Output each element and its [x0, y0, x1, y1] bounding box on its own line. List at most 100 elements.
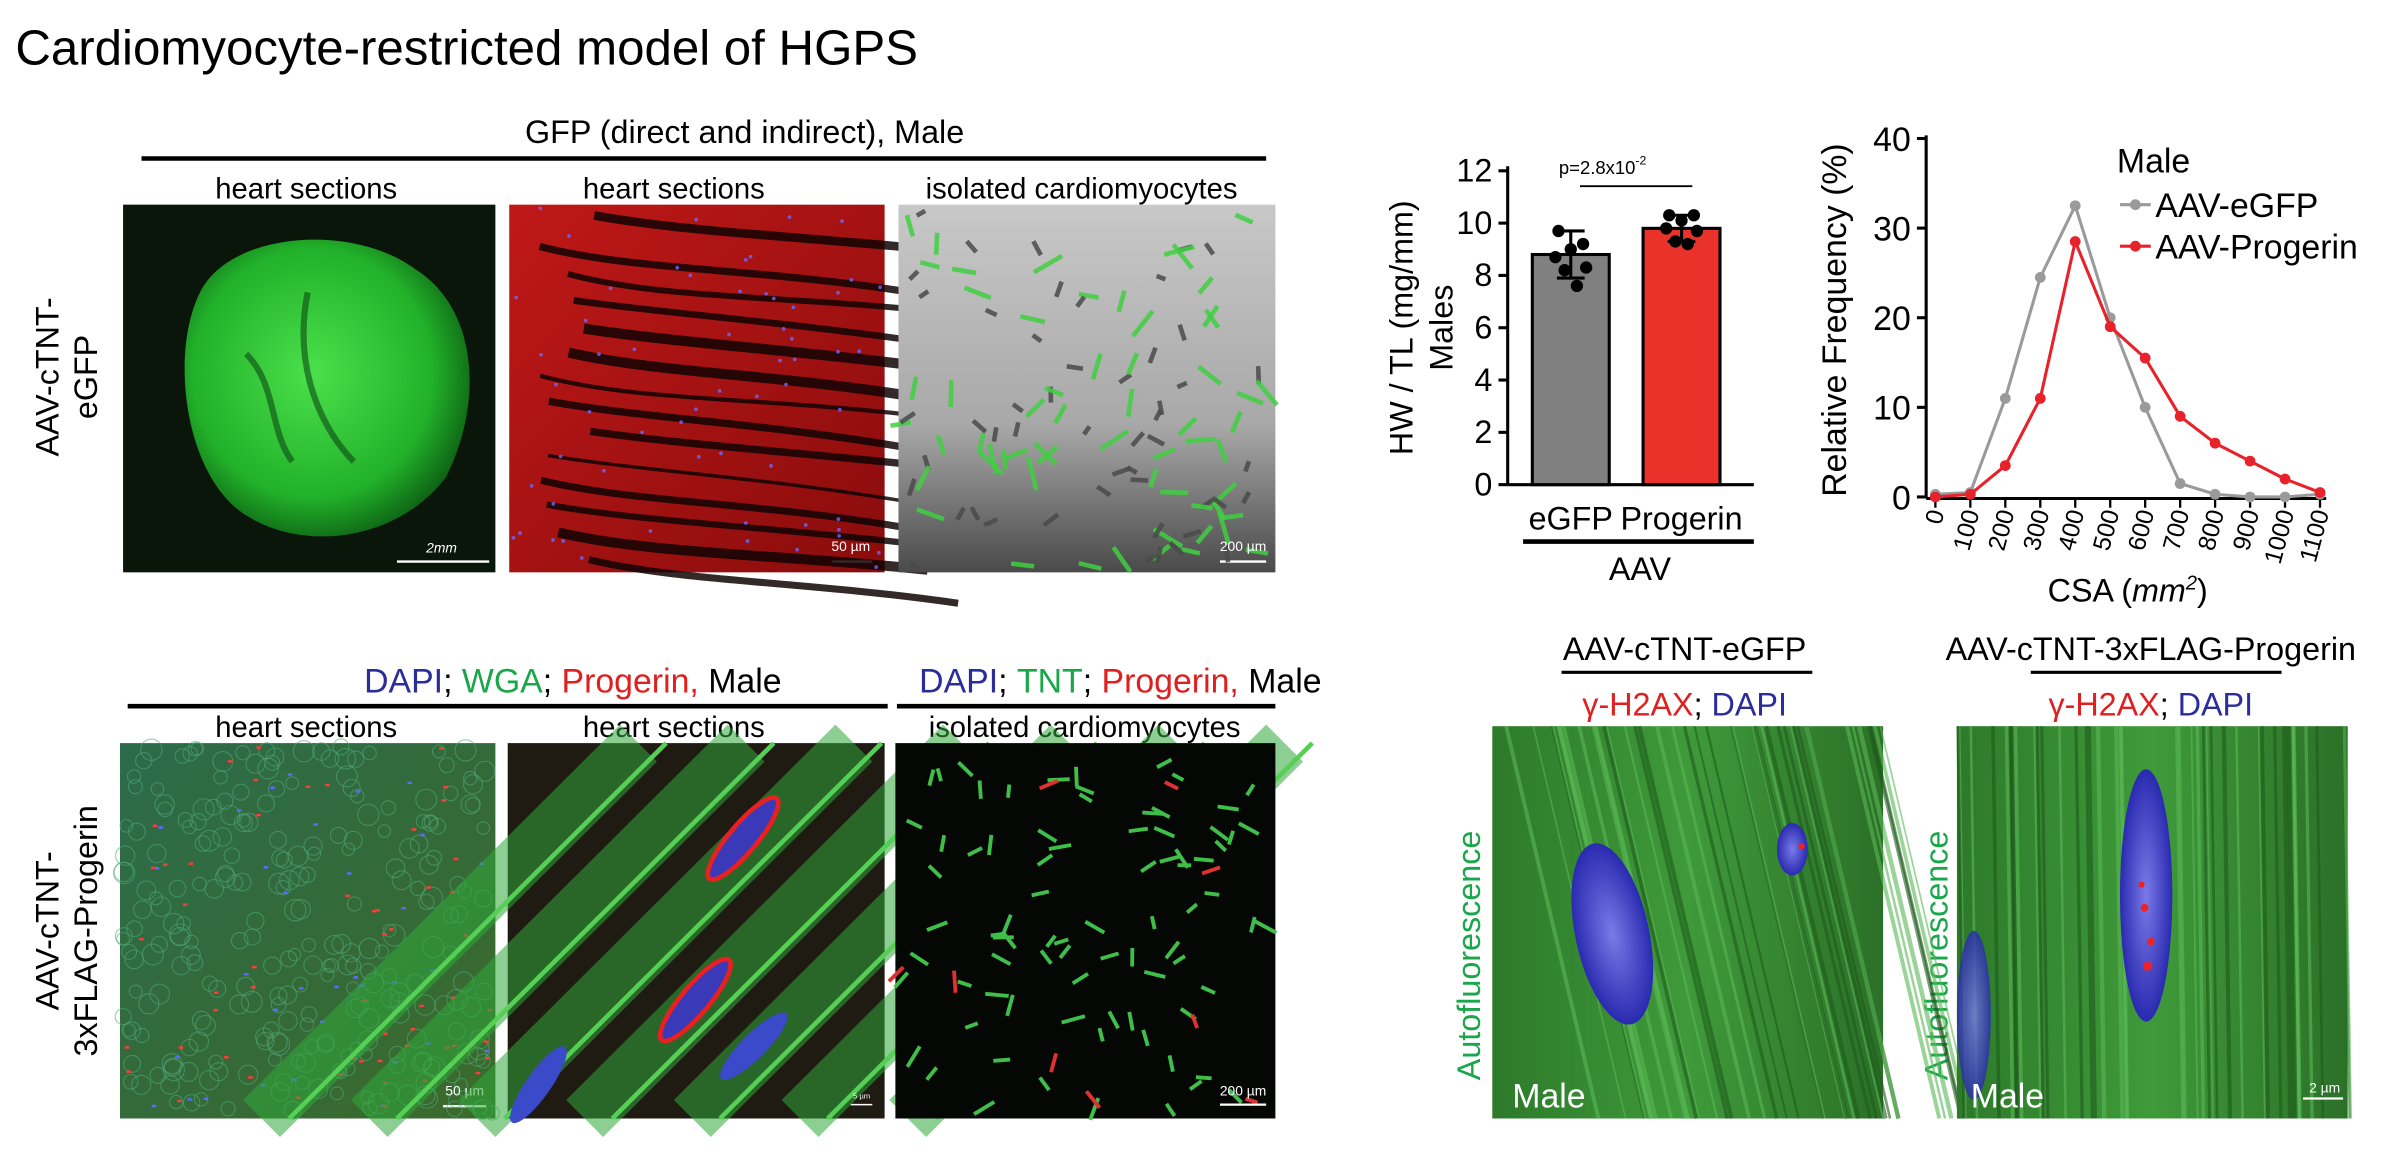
stain-segment: DAPI — [919, 662, 998, 700]
texture — [1111, 545, 1133, 574]
texture — [463, 774, 484, 795]
texture — [1209, 825, 1229, 842]
texture — [334, 747, 357, 770]
texture — [126, 920, 143, 938]
texture — [126, 769, 142, 784]
y-axis-label: Males — [1423, 285, 1459, 371]
legend-label: AAV-Progerin — [2155, 229, 2357, 267]
texture — [1203, 308, 1221, 329]
texture — [948, 380, 954, 407]
texture — [1126, 465, 1138, 475]
legend-label: AAV-eGFP — [2155, 187, 2318, 225]
texture — [150, 896, 172, 917]
texture — [287, 947, 302, 962]
texture — [372, 909, 377, 913]
texture — [1215, 438, 1229, 463]
texture — [303, 836, 323, 856]
texture — [346, 872, 352, 875]
texture — [287, 773, 293, 776]
texture — [987, 834, 994, 856]
line — [1935, 236, 2321, 499]
texture — [140, 738, 163, 761]
texture — [849, 278, 854, 282]
texture — [154, 794, 175, 815]
stain-segment: DAPI — [2178, 686, 2253, 722]
texture — [232, 872, 252, 892]
texture — [234, 813, 253, 833]
bar — [1641, 226, 1722, 487]
texture — [1078, 792, 1093, 804]
texture — [514, 295, 519, 300]
texture — [781, 327, 786, 331]
texture — [303, 955, 323, 975]
texture — [1032, 253, 1064, 275]
texture — [191, 1010, 212, 1031]
texture — [792, 357, 797, 362]
stain-segment: DAPI — [364, 662, 443, 700]
texture — [1197, 364, 1223, 386]
texture — [1204, 891, 1220, 897]
stain-segment: Progerin, — [1102, 662, 1249, 700]
texture — [350, 724, 765, 1138]
texture — [438, 757, 455, 774]
data-point — [1681, 237, 1694, 251]
texture — [382, 923, 397, 938]
texture — [1039, 949, 1053, 965]
texture — [984, 307, 998, 318]
texture — [965, 239, 978, 254]
texture — [1168, 540, 1185, 557]
texture — [955, 506, 966, 521]
texture — [1195, 524, 1214, 545]
texture — [1153, 826, 1176, 839]
y-tick-label: 0 — [1892, 479, 1911, 517]
micrograph — [890, 204, 1279, 574]
texture — [1152, 527, 1184, 549]
texture — [475, 1053, 491, 1069]
texture — [538, 242, 910, 296]
texture — [1000, 914, 1013, 938]
texture — [1156, 757, 1173, 769]
texture — [150, 782, 165, 796]
texture — [208, 1054, 224, 1070]
texture — [324, 783, 330, 787]
texture — [837, 534, 842, 538]
texture — [299, 866, 316, 883]
texture — [1075, 784, 1095, 796]
texture — [717, 389, 722, 393]
bar-chart: 0 2 4 6 8 10 12 — [1456, 153, 1754, 544]
texture — [787, 215, 792, 219]
texture — [2221, 726, 2233, 1119]
texture — [1163, 780, 1179, 791]
texture — [138, 993, 160, 1015]
texture — [1053, 937, 1069, 946]
texture — [420, 886, 444, 909]
texture — [115, 845, 136, 866]
texture — [194, 1014, 216, 1036]
texture — [151, 1104, 157, 1108]
texture — [128, 984, 143, 999]
texture — [952, 970, 958, 993]
texture — [484, 1049, 490, 1053]
texture — [2205, 726, 2214, 1119]
texture — [1177, 323, 1187, 342]
data-point — [1660, 222, 1673, 235]
texture — [2292, 726, 2301, 1119]
texture — [1058, 944, 1072, 960]
texture — [292, 740, 315, 763]
texture — [510, 1046, 567, 1124]
texture — [127, 822, 146, 841]
texture — [475, 1071, 481, 1075]
data-point — [2209, 488, 2221, 500]
data-point — [2279, 473, 2291, 485]
texture — [1078, 291, 1099, 300]
column-label: heart sections — [215, 174, 397, 206]
stain-segment: ; — [443, 662, 462, 700]
texture — [1011, 402, 1024, 414]
texture — [345, 894, 350, 898]
texture — [236, 809, 242, 812]
texture — [162, 1058, 185, 1082]
texture — [1180, 546, 1201, 556]
texture — [182, 903, 188, 906]
texture — [362, 745, 377, 761]
texture — [2175, 726, 2185, 1119]
